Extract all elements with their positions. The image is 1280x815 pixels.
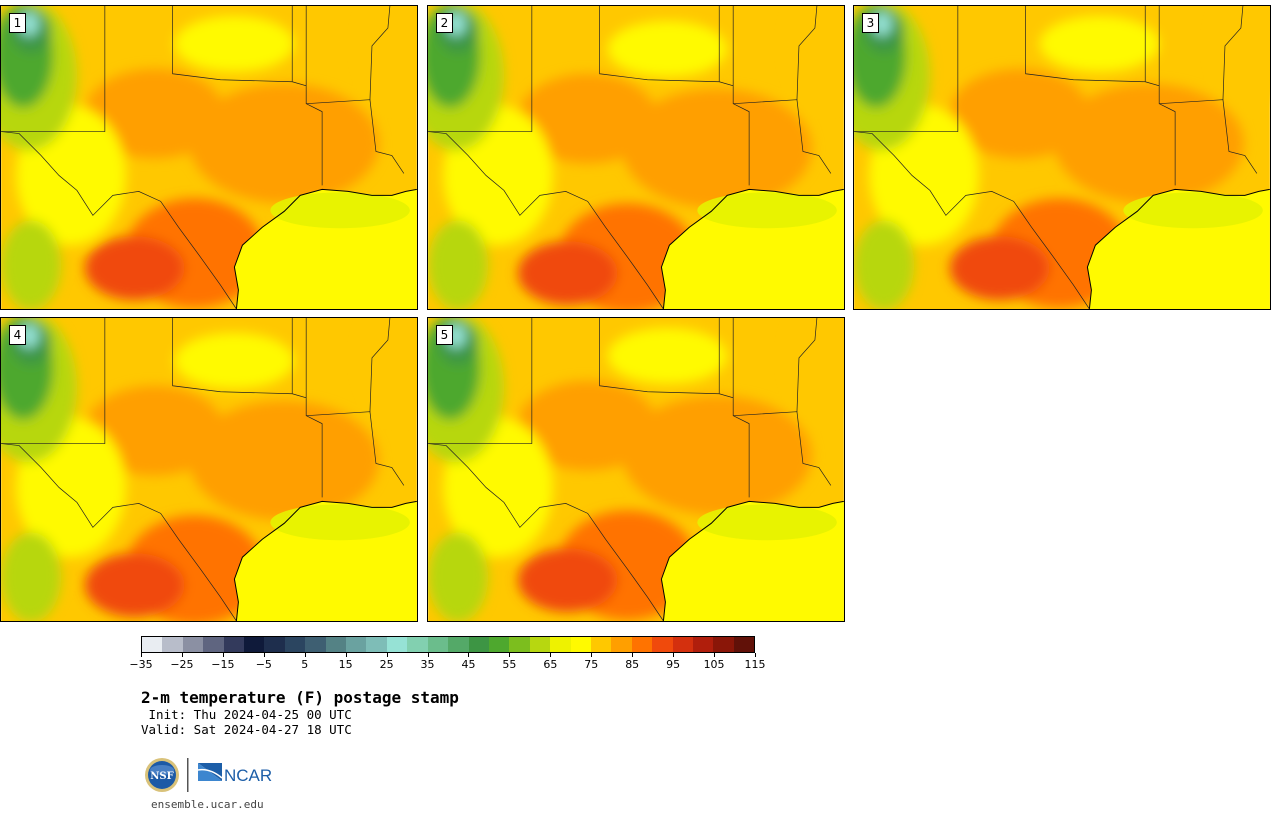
colorbar-tick [427, 653, 429, 657]
website-url: ensemble.ucar.edu [151, 798, 264, 811]
colorbar-tick-label: 45 [461, 658, 476, 671]
colorbar-segment [550, 637, 571, 652]
colorbar-segment [264, 637, 285, 652]
temperature-field-map [854, 6, 1270, 309]
colorbar-tick [714, 653, 716, 657]
colorbar-segment [203, 637, 224, 652]
colorbar-tick [222, 653, 224, 657]
colorbar-tick [591, 653, 593, 657]
colorbar-tick [263, 653, 265, 657]
temperature-field-map [1, 6, 417, 309]
colorbar-segment [284, 637, 306, 652]
colorbar-tick-labels: −35 −25 −15 −5 5 15 25 35 45 55 65 75 85 95 105 115 [129, 653, 766, 673]
colorbar-segment [386, 637, 408, 652]
logos: NSF NCAR [144, 756, 274, 794]
colorbar-tick [386, 653, 388, 657]
colorbar-tick-label: 15 [338, 658, 353, 671]
colorbar-segment [366, 637, 387, 652]
colorbar-segment [223, 637, 245, 652]
member-number-badge: 2 [436, 13, 453, 33]
colorbar-segment [488, 637, 510, 652]
ensemble-member-map-5: 5 [427, 317, 845, 622]
ncar-logo-text: NCAR [224, 766, 272, 785]
colorbar-tick [468, 653, 470, 657]
colorbar-tick-label: 85 [625, 658, 640, 671]
ensemble-member-map-3: 3 [853, 5, 1271, 310]
colorbar-tick-label: −35 [129, 658, 153, 671]
colorbar-segment [570, 637, 591, 652]
colorbar-segment [652, 637, 673, 652]
member-number-badge: 1 [9, 13, 26, 33]
colorbar-segment [692, 637, 714, 652]
colorbar-segment [162, 637, 183, 652]
colorbar-tick [632, 653, 634, 657]
colorbar-tick-label: 95 [666, 658, 681, 671]
colorbar-tick [550, 653, 552, 657]
colorbar-segment [142, 637, 163, 652]
colorbar-segment [733, 637, 755, 652]
colorbar-segment [631, 637, 653, 652]
ensemble-member-map-4: 4 [0, 317, 418, 622]
temperature-field-map [428, 6, 844, 309]
colorbar-segment [346, 637, 367, 652]
colorbar-segment [672, 637, 693, 652]
ensemble-member-map-2: 2 [427, 5, 845, 310]
colorbar-tick [673, 653, 675, 657]
valid-time: Valid: Sat 2024-04-27 18 UTC [141, 722, 352, 737]
colorbar-tick-label: 55 [502, 658, 517, 671]
colorbar-tick-label: 35 [420, 658, 435, 671]
colorbar-segment [305, 637, 326, 652]
colorbar-tick-label: 115 [744, 658, 766, 671]
colorbar-tick-label: 105 [703, 658, 725, 671]
nsf-logo-text: NSF [150, 771, 173, 782]
ensemble-member-map-1: 1 [0, 5, 418, 310]
colorbar-segment [590, 637, 612, 652]
init-time: Init: Thu 2024-04-25 00 UTC [141, 707, 352, 722]
colorbar-segment [244, 637, 265, 652]
member-number-badge: 5 [436, 325, 453, 345]
colorbar-tick [304, 653, 306, 657]
colorbar-segment [407, 637, 428, 652]
colorbar-tick-label: 65 [543, 658, 558, 671]
colorbar-segment [529, 637, 551, 652]
colorbar-tick [345, 653, 347, 657]
colorbar-segment [468, 637, 489, 652]
colorbar-tick-label: −15 [211, 658, 235, 671]
colorbar-tick [141, 653, 142, 657]
nsf-logo: NSF [145, 758, 179, 792]
colorbar-tick-label: 25 [379, 658, 394, 671]
colorbar-segment [509, 637, 530, 652]
colorbar-tick [181, 653, 183, 657]
colorbar-tick-label: −5 [255, 658, 272, 671]
colorbar-tick-label: 75 [584, 658, 599, 671]
colorbar-segment [427, 637, 449, 652]
temperature-field-map [1, 318, 417, 621]
logo-divider [187, 758, 189, 792]
colorbar-segment [448, 637, 469, 652]
member-number-badge: 3 [862, 13, 879, 33]
ncar-logo: NCAR [197, 763, 272, 785]
colorbar-segment [182, 637, 204, 652]
colorbar-tick [755, 653, 756, 657]
member-number-badge: 4 [9, 325, 26, 345]
temperature-colorbar [141, 636, 755, 653]
colorbar-segment [325, 637, 347, 652]
colorbar-segment [713, 637, 734, 652]
colorbar-tick [509, 653, 511, 657]
colorbar-segment [611, 637, 632, 652]
colorbar-tick-label: 5 [301, 658, 309, 671]
figure-title: 2-m temperature (F) postage stamp [141, 688, 459, 707]
temperature-field-map [428, 318, 844, 621]
colorbar-tick-label: −25 [170, 658, 194, 671]
